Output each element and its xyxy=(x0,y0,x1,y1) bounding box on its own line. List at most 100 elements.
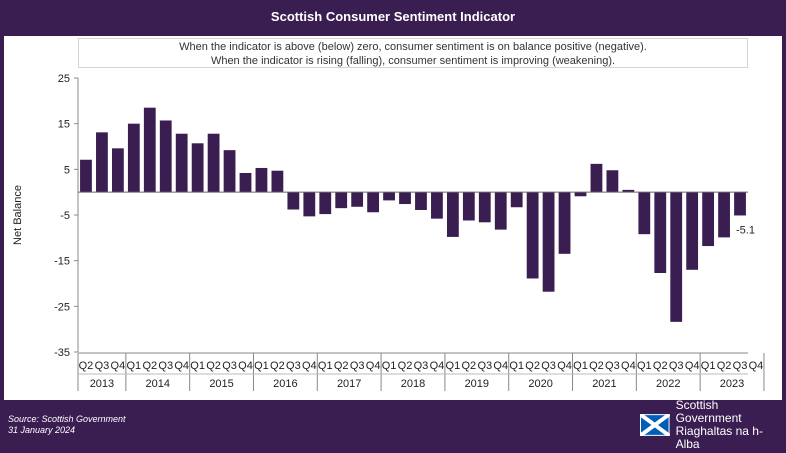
bar xyxy=(383,192,395,201)
x-tick-label-quarter: Q3 xyxy=(222,360,237,372)
x-tick-label-quarter: Q2 xyxy=(270,360,285,372)
x-tick-label-quarter: Q4 xyxy=(238,360,253,372)
bar xyxy=(191,143,204,193)
title-band xyxy=(0,0,786,36)
bar xyxy=(542,192,555,292)
bar xyxy=(686,192,699,270)
y-tick-label: -25 xyxy=(54,301,70,313)
x-tick-label-quarter: Q3 xyxy=(414,360,429,372)
scottish-government-logo: Scottish Government Riaghaltas na h-Alba xyxy=(640,399,786,451)
bar xyxy=(175,133,188,193)
x-tick-label-quarter: Q2 xyxy=(589,360,604,372)
x-tick-label-quarter: Q2 xyxy=(334,360,349,372)
bar xyxy=(526,192,539,279)
saltire-flag-icon xyxy=(640,414,670,436)
y-tick-label: -15 xyxy=(54,256,70,268)
y-axis-title: Net Balance xyxy=(12,185,24,245)
x-tick-label-quarter: Q4 xyxy=(302,360,317,372)
x-tick-label-quarter: Q4 xyxy=(685,360,700,372)
bar xyxy=(606,170,619,193)
x-tick-label-quarter: Q1 xyxy=(701,360,716,372)
bar xyxy=(415,192,427,210)
explanatory-note: When the indicator is above (below) zero… xyxy=(78,38,748,68)
bar xyxy=(303,192,316,217)
x-tick-label-year: 2014 xyxy=(146,378,170,390)
bar xyxy=(702,192,715,247)
bar xyxy=(80,159,92,193)
x-tick-label-quarter: Q2 xyxy=(79,360,94,372)
logo-text-english: Scottish Government xyxy=(675,398,742,425)
logo-text-gaelic: Riaghaltas na h-Alba xyxy=(675,424,763,451)
bar xyxy=(462,192,475,221)
y-tick-label: 5 xyxy=(64,164,70,176)
x-tick-label-quarter: Q4 xyxy=(366,360,381,372)
bar xyxy=(96,132,108,193)
x-tick-label-quarter: Q2 xyxy=(525,360,540,372)
bar xyxy=(127,123,140,193)
x-tick-label-quarter: Q3 xyxy=(669,360,684,372)
x-tick-label-year: 2013 xyxy=(90,378,114,390)
left-frame xyxy=(0,36,4,400)
chart-title: Scottish Consumer Sentiment Indicator xyxy=(270,9,516,24)
bar xyxy=(271,170,284,193)
x-tick-label-quarter: Q2 xyxy=(142,360,157,372)
x-tick-label-year: 2022 xyxy=(656,378,680,390)
x-tick-label-year: 2017 xyxy=(337,378,361,390)
bar xyxy=(399,192,411,205)
x-tick-label-year: 2015 xyxy=(209,378,233,390)
bar xyxy=(622,189,635,193)
bar xyxy=(590,163,603,193)
bar xyxy=(335,192,348,209)
x-tick-label-year: 2019 xyxy=(465,378,489,390)
data-label-last: -5.1 xyxy=(736,224,755,236)
x-tick-label-quarter: Q4 xyxy=(621,360,636,372)
note-line-2: When the indicator is rising (falling), … xyxy=(210,55,616,67)
right-frame xyxy=(782,36,786,400)
x-tick-label-quarter: Q4 xyxy=(557,360,572,372)
x-tick-label-quarter: Q1 xyxy=(382,360,397,372)
x-tick-label-year: 2018 xyxy=(401,378,425,390)
bar xyxy=(638,192,651,235)
x-tick-label-quarter: Q2 xyxy=(398,360,413,372)
bar xyxy=(654,192,667,273)
x-tick-label-year: 2020 xyxy=(528,378,552,390)
bar xyxy=(351,192,364,207)
bar xyxy=(143,107,156,193)
bar xyxy=(207,133,220,193)
x-tick-label-quarter: Q1 xyxy=(126,360,141,372)
x-tick-label-quarter: Q3 xyxy=(541,360,556,372)
x-tick-label-quarter: Q4 xyxy=(749,360,764,372)
bar xyxy=(319,192,332,215)
x-tick-label-quarter: Q3 xyxy=(158,360,173,372)
bar xyxy=(446,192,459,237)
x-tick-label-quarter: Q4 xyxy=(493,360,508,372)
y-tick-label: -5 xyxy=(60,210,70,222)
source-date: 31 January 2024 xyxy=(8,425,76,435)
bar xyxy=(367,192,380,213)
x-tick-label-quarter: Q1 xyxy=(509,360,524,372)
bar xyxy=(239,172,252,193)
x-tick-label-year: 2023 xyxy=(720,378,744,390)
x-tick-label-quarter: Q2 xyxy=(717,360,732,372)
bar xyxy=(287,192,300,210)
x-tick-label-quarter: Q3 xyxy=(477,360,492,372)
bar xyxy=(159,120,172,193)
bar xyxy=(558,192,571,254)
source-note: Source: Scottish Government 31 January 2… xyxy=(8,414,126,436)
bar xyxy=(718,192,730,238)
y-tick-label: -35 xyxy=(54,347,70,359)
bar xyxy=(510,192,523,208)
x-tick-label-quarter: Q1 xyxy=(254,360,269,372)
x-tick-label-quarter: Q3 xyxy=(95,360,110,372)
bar xyxy=(255,167,268,193)
bar xyxy=(478,192,491,223)
bar xyxy=(494,192,507,230)
source-text: Source: Scottish Government xyxy=(8,414,126,424)
bar xyxy=(574,192,587,197)
x-tick-label-quarter: Q1 xyxy=(318,360,333,372)
x-tick-label-quarter: Q4 xyxy=(111,360,126,372)
x-tick-label-quarter: Q4 xyxy=(174,360,189,372)
bar xyxy=(431,192,443,219)
x-tick-label-quarter: Q1 xyxy=(573,360,588,372)
